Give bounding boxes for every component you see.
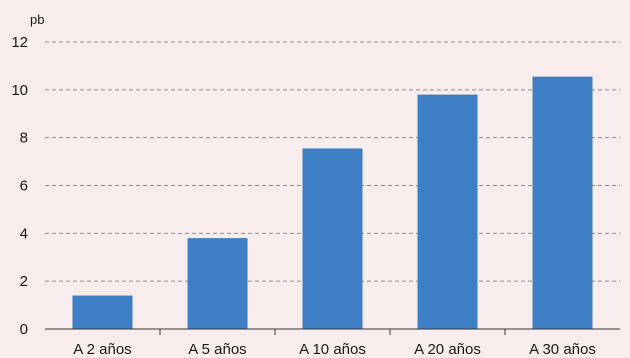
y-tick-label: 0	[20, 321, 28, 338]
x-tick-label: A 10 años	[299, 341, 366, 358]
y-tick-label: 2	[20, 273, 28, 290]
x-tick-label: A 5 años	[188, 341, 246, 358]
x-tick-label: A 20 años	[414, 341, 481, 358]
bar	[532, 76, 593, 329]
y-axis-unit-label: pb	[30, 12, 44, 27]
y-tick-label: 8	[20, 130, 28, 147]
y-tick-label: 4	[20, 225, 28, 242]
bar	[417, 94, 478, 329]
x-tick-label: A 30 años	[529, 341, 596, 358]
bar	[187, 238, 248, 329]
bar	[72, 295, 133, 329]
y-tick-label: 10	[11, 82, 28, 99]
x-axis-ticks: A 2 años A 5 años A 10 años A 20 años A 30 a…	[73, 329, 596, 358]
y-tick-label: 6	[20, 178, 28, 195]
y-axis-ticks: 0 2 4 6 8 10 12	[11, 34, 28, 338]
bar	[302, 148, 363, 329]
x-tick-label: A 2 años	[73, 341, 131, 358]
bars	[72, 76, 593, 329]
y-tick-label: 12	[11, 34, 28, 51]
